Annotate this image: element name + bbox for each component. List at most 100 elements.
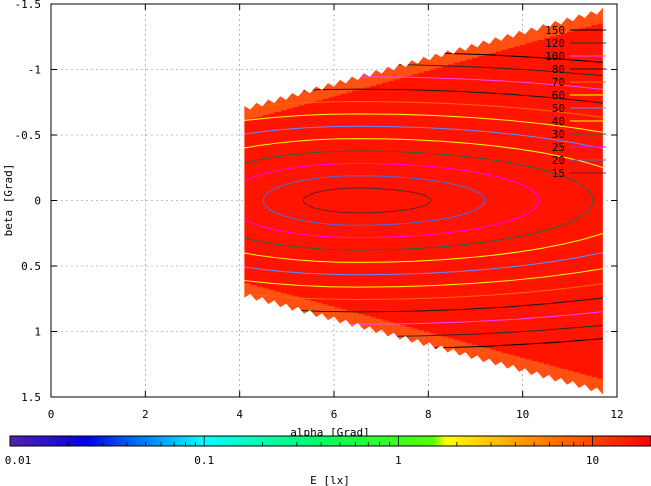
edge-band-top — [459, 45, 466, 62]
contour-lines — [244, 51, 603, 350]
edge-band-bottom — [256, 286, 263, 303]
edge-band-bottom — [280, 293, 287, 310]
edge-band-bottom — [465, 343, 472, 360]
edge-band-bottom — [322, 304, 329, 321]
edge-band-bottom — [298, 297, 305, 314]
x-axis-ticks: 0 2 4 6 8 10 12 — [48, 4, 624, 421]
edge-band-top — [561, 17, 568, 34]
edge-band-top — [286, 92, 293, 109]
x-tick-label: 8 — [425, 408, 432, 421]
edge-band-top — [423, 55, 431, 72]
edge-band-bottom — [477, 346, 484, 363]
edge-band-top — [519, 28, 526, 45]
edge-band-top — [268, 97, 275, 114]
edge-band-top — [435, 51, 443, 68]
edge-band-top — [572, 14, 580, 31]
edge-band-bottom — [423, 331, 431, 348]
legend-label: 60 — [552, 89, 565, 102]
edge-band-bottom — [441, 336, 449, 353]
edge-band-top — [489, 37, 496, 54]
edge-band-bottom — [471, 344, 478, 361]
edge-band-top — [399, 61, 407, 78]
y-tick-label: 1.5 — [21, 391, 41, 404]
edge-band-bottom — [537, 362, 544, 379]
colorbar-ticks: 0.01 0.1 1 10 — [5, 436, 651, 467]
colorbar-tick-label: 10 — [586, 454, 599, 467]
edge-band-top — [441, 50, 449, 67]
legend-label: 15 — [552, 167, 565, 180]
colorbar-tick-label: 1 — [395, 454, 402, 467]
edge-band-top — [334, 79, 341, 96]
edge-band-bottom — [393, 323, 401, 340]
edge-band-top — [244, 104, 251, 121]
contour-line — [244, 125, 603, 276]
edge-band-top — [501, 33, 508, 50]
edge-band-top — [447, 48, 454, 65]
edge-band-bottom — [250, 285, 257, 302]
contour-line — [244, 113, 603, 288]
edge-band-top — [567, 15, 574, 32]
x-tick-label: 12 — [610, 408, 623, 421]
edge-band-top — [507, 32, 514, 49]
x-tick-label: 2 — [142, 408, 149, 421]
edge-band-top — [316, 84, 323, 101]
edge-band-bottom — [310, 301, 317, 318]
y-tick-label: 0 — [34, 195, 41, 208]
edge-band-bottom — [519, 357, 526, 374]
y-tick-label: 0.5 — [21, 260, 41, 273]
x-tick-label: 4 — [236, 408, 243, 421]
y-axis-label: beta [Grad] — [2, 164, 15, 237]
edge-band-bottom — [567, 370, 574, 387]
y-axis-ticks: -1.5 -1 -0.5 0 0.5 1 1.5 — [15, 0, 617, 404]
edge-band-top — [369, 69, 377, 86]
edge-band-bottom — [274, 291, 281, 308]
edge-gradient — [244, 7, 603, 395]
edge-band-bottom — [596, 378, 603, 395]
edge-band-top — [555, 19, 562, 36]
contour-line — [244, 162, 540, 239]
edge-band-bottom — [399, 325, 407, 342]
edge-band-top — [453, 46, 460, 63]
legend-label: 30 — [552, 128, 565, 141]
y-tick-label: -1 — [28, 64, 41, 77]
edge-band-top — [393, 63, 401, 80]
edge-band-top — [381, 66, 389, 83]
edge-band-bottom — [304, 299, 311, 316]
legend-label: 150 — [545, 24, 565, 37]
contour-line — [262, 175, 486, 226]
edge-band-top — [292, 91, 299, 108]
edge-band-bottom — [507, 354, 514, 371]
edge-band-top — [537, 23, 544, 40]
edge-band-bottom — [531, 360, 538, 377]
edge-band-bottom — [584, 375, 592, 392]
edge-band-top — [304, 87, 311, 104]
edge-band-bottom — [334, 307, 341, 324]
edge-band-bottom — [578, 373, 586, 390]
legend-label: 80 — [552, 63, 565, 76]
edge-band-bottom — [572, 372, 580, 389]
edge-band-bottom — [375, 318, 383, 335]
edge-band-top — [513, 30, 520, 47]
edge-band-top — [590, 9, 598, 26]
edge-band-bottom — [489, 349, 496, 366]
edge-band-top — [375, 68, 383, 85]
edge-band-bottom — [328, 306, 335, 323]
edge-band-bottom — [453, 339, 460, 356]
edge-band-top — [477, 40, 484, 57]
edge-band-top — [250, 102, 257, 119]
colorbar-label: E [lx] — [310, 474, 350, 486]
edge-band-bottom — [286, 294, 293, 311]
legend-label: 70 — [552, 76, 565, 89]
edge-band-top — [471, 41, 478, 58]
edge-band-top — [298, 89, 305, 106]
edge-band-top — [345, 76, 353, 93]
edge-band-top — [429, 53, 437, 70]
edge-band-top — [280, 94, 287, 111]
edge-band-bottom — [549, 365, 556, 382]
edge-band-top — [339, 77, 347, 94]
edge-band-bottom — [339, 309, 347, 326]
edge-band-top — [256, 100, 263, 117]
colorbar-tick-label: 0.01 — [5, 454, 32, 467]
x-tick-label: 10 — [516, 408, 529, 421]
